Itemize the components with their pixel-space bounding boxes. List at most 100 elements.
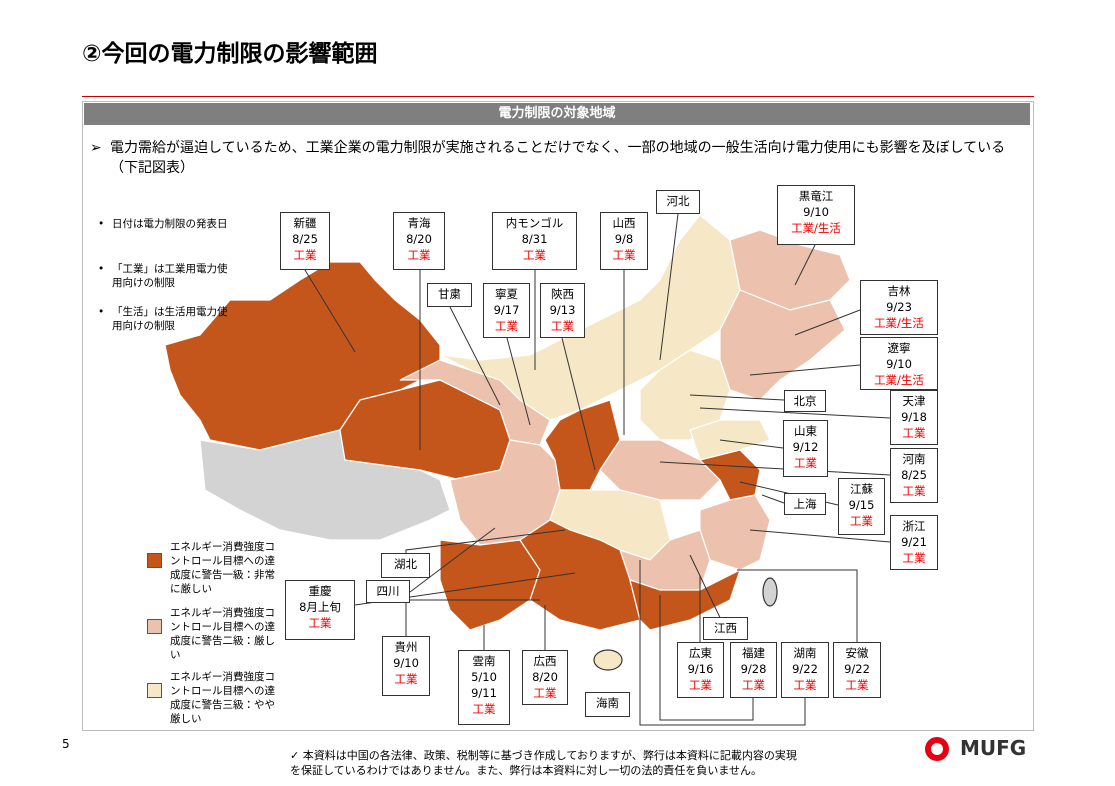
region-date: 9/21 [901,535,927,549]
region-label: 貴州 9/10 工業 [382,636,430,696]
region-name: 貴州 [394,640,418,654]
leader-line [761,494,785,504]
region-type: 工業 [793,678,817,692]
region-label: 海南 [585,692,630,717]
region-name: 浙江 [902,519,926,533]
region-date: 9/28 [740,662,767,676]
region-name: 湖北 [394,557,417,571]
region-label: 河南 8/25 工業 [890,448,938,503]
legend-swatch [147,553,162,568]
legend-swatch [147,619,162,634]
region-date: 9/22 [844,662,870,676]
region-date: 5/10 [471,670,497,684]
leader-line [506,337,531,426]
region-shape [762,577,778,607]
page-number: 5 [62,737,70,751]
region-name: 広東 [689,646,712,660]
region-name: 天津 [902,394,926,408]
region-date: 9/11 [471,686,497,700]
region-shape [719,289,846,401]
region-label: 広東 9/16 工業 [677,642,724,698]
bullet: ➢ [90,140,102,156]
region-shape [164,261,441,451]
region-name: 山西 [612,216,636,230]
leader-line [449,306,501,406]
region-date: 9/17 [493,303,520,317]
region-date: 9/15 [848,498,875,512]
region-type: 工業 [308,616,332,630]
region-label: 山西 9/8 工業 [600,212,648,270]
legend-swatch [147,683,162,698]
region-name: 重慶 [308,584,332,598]
region-name: 北京 [793,394,817,408]
region-name: 青海 [407,216,431,230]
disclaimer-line: を保証しているわけではありません。また、弊行は本資料に対し一切の法的責任を負いま… [290,764,763,777]
region-label: 湖南 9/22 工業 [781,642,829,698]
region-date: 9/10 [886,357,912,371]
leader-line [659,595,754,721]
region-label: 吉林 9/23 工業/生活 [860,280,938,335]
region-type: 工業/生活 [874,316,924,330]
region-label: 寧夏 9/17 工業 [483,283,530,338]
region-date: 9/13 [549,303,576,317]
region-label: 黒竜江 9/10 工業/生活 [777,185,855,245]
region-name: 甘粛 [438,287,461,301]
region-name: 黒竜江 [798,189,834,203]
region-name: 新疆 [293,216,317,230]
region-name: 河北 [666,194,690,208]
legend-text: エネルギー消費強度コントロール目標への達成度に警告三級：やや厳しい [170,671,275,725]
region-type: 工業 [794,456,817,470]
region-date: 9/22 [792,662,818,676]
title-rule [82,96,1034,97]
region-label: 浙江 9/21 工業 [890,515,938,570]
region-type: 工業 [902,484,926,498]
region-name: 雲南 [472,654,496,668]
region-label: 四川 [366,580,410,603]
leader-line [749,529,891,543]
leader-line [689,394,785,401]
region-shape [593,649,623,671]
region-type: 工業 [495,319,518,333]
region-type: 工業/生活 [791,221,841,235]
summary: ➢ 電力需給が逼迫しているため、工業企業の電力制限が実施されることだけでなく、一… [90,138,1020,178]
region-type: 工業 [394,672,418,686]
region-date: 9/18 [901,410,927,424]
region-type: 工業 [902,426,926,440]
leader-line [659,461,891,476]
region-shape [699,494,771,571]
content-frame [82,101,1034,731]
region-label: 河北 [656,190,700,214]
region-type: 工業 [293,248,317,262]
region-label: 江西 [703,617,748,640]
region-label: 北京 [784,390,826,412]
region-name: 湖南 [793,646,817,660]
disclaimer-line: ✓ 本資料は中国の各法律、政策、税制等に基づき作成しておりますが、弊行は本資料に… [290,749,797,762]
region-type: 工業/生活 [874,373,924,387]
region-name: 山東 [794,424,817,438]
region-date: 9/23 [886,300,912,314]
region-type: 工業 [845,678,869,692]
leader-line [719,439,784,449]
leader-line [794,244,816,286]
region-name: 河南 [902,452,926,466]
leader-line [561,337,596,471]
region-shape [629,568,742,631]
note: 「生活」は生活用電力使用向けの制限 [98,305,232,333]
region-type: 工業 [551,319,574,333]
region-name: 安徽 [845,646,869,660]
region-date: 8/20 [406,232,432,246]
region-shape [599,439,721,501]
region-date: 8/20 [532,670,558,684]
region-date: 9/10 [393,656,419,670]
region-name: 江西 [714,621,737,635]
region-label: 遼寧 9/10 工業/生活 [860,337,938,390]
region-type: 工業 [407,248,431,262]
region-type: 工業 [523,248,546,262]
legend-text: エネルギー消費強度コントロール目標への達成度に警告二級：厳しい [170,607,275,661]
banner: 電力制限の対象地域 [84,103,1030,125]
region-label: 新疆 8/25 工業 [280,212,330,270]
region-label: 山東 9/12 工業 [783,420,828,477]
region-label: 天津 9/18 工業 [890,390,938,445]
summary-text: 電力需給が逼迫しているため、工業企業の電力制限が実施されることだけでなく、一部の… [110,140,1006,176]
